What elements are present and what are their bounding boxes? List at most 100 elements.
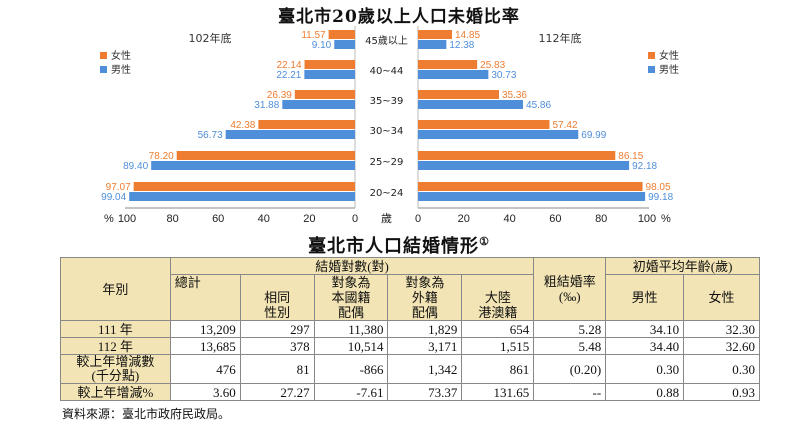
category-label: 30~34 — [370, 126, 404, 137]
data-label: 56.73 — [198, 130, 223, 141]
legend-label-male: 男性 — [111, 63, 131, 76]
legend-label-male: 男性 — [659, 63, 679, 76]
left-bar-female — [328, 30, 355, 39]
data-label: 30.73 — [491, 70, 516, 81]
right-bar-male — [418, 70, 489, 79]
left-bar-female — [133, 182, 355, 191]
left-bar-female — [258, 120, 355, 129]
table-cell: 13,209 — [169, 320, 241, 338]
data-label: 11.57 — [301, 30, 326, 41]
header-mainland: 大陸 港澳籍 — [461, 274, 535, 321]
header-foreign-line3: 配偶 — [411, 305, 438, 320]
data-label: 98.05 — [646, 182, 671, 193]
data-label: 99.04 — [101, 192, 126, 203]
table-cell: -- — [533, 383, 607, 401]
legend-swatch-female — [100, 52, 107, 59]
data-label: 45.86 — [526, 100, 551, 111]
row-label: 111 年 — [60, 320, 171, 338]
header-same-sex-line1: 相同 — [264, 290, 291, 305]
header-crude-rate: 粗結婚率 (‰) — [533, 257, 607, 321]
table-row: 較上年增減數 (千分點) 476 81 -866 1,342 861 (0.20… — [60, 354, 760, 384]
table-row: 較上年增減% 3.60 27.27 -7.61 73.37 131.65 -- … — [60, 383, 760, 401]
table-cell: 32.30 — [683, 320, 760, 338]
header-year: 年別 — [60, 257, 171, 321]
x-tick-label: 40 — [503, 213, 515, 225]
left-bar-female — [294, 90, 355, 99]
row-label: 較上年增減數 (千分點) — [60, 354, 171, 384]
x-tick-label: 40 — [258, 213, 270, 225]
table-cell: 32.60 — [683, 337, 760, 355]
legend-swatch-female — [648, 52, 655, 59]
category-label: 45歲以上 — [365, 34, 408, 47]
table-cell: 861 — [461, 354, 535, 384]
left-panel-title: 102年底 — [189, 31, 232, 45]
pyramid-chart: 100 80 60 40 20 0 20 40 60 80 100 0% % 歲 45歲以上 40~44 35~… — [100, 26, 679, 225]
left-bar-male — [129, 192, 355, 201]
header-domestic-line1: 對象為 — [331, 275, 371, 290]
table-title-note: ① — [479, 235, 490, 248]
right-bar-female — [418, 151, 616, 160]
table-cell: 297 — [239, 320, 315, 338]
left-bar-male — [151, 161, 355, 170]
x-tick-label: 0 — [352, 213, 358, 225]
header-mainland-line2: 港澳籍 — [478, 305, 518, 320]
table-cell: -7.61 — [313, 383, 389, 401]
data-label: 22.21 — [276, 70, 301, 81]
right-bar-female — [418, 90, 499, 99]
x-tick-label: 100 — [638, 213, 656, 225]
x-tick-label: 80 — [166, 213, 178, 225]
data-label: 92.18 — [632, 161, 657, 172]
table-cell: 34.10 — [605, 320, 685, 338]
x-tick-label: 60 — [549, 213, 561, 225]
table-title-text: 臺北市人口結婚情形 — [308, 236, 480, 257]
row-label: 較上年增減% — [60, 383, 171, 401]
age-axis-label: 歲 — [381, 211, 392, 225]
header-domestic-line3: 配偶 — [338, 305, 365, 320]
table-cell: 3.60 — [169, 383, 241, 401]
data-label: 31.88 — [254, 100, 279, 111]
chart-title: 臺北市20歲以上人口未婚比率 — [278, 7, 520, 27]
table-cell: 0.30 — [683, 354, 760, 384]
data-label: 25.83 — [480, 60, 505, 71]
header-total: 總計 — [169, 274, 241, 321]
table-cell: 0.93 — [683, 383, 760, 401]
table-cell: 0.88 — [605, 383, 685, 401]
right-bar-female — [418, 60, 478, 69]
left-bar-female — [304, 60, 355, 69]
data-label: 78.20 — [149, 151, 174, 162]
table-title: 臺北市人口結婚情形① — [0, 232, 798, 258]
x-tick-label: 20 — [458, 213, 470, 225]
data-label: 69.99 — [581, 130, 606, 141]
table-cell: 5.28 — [533, 320, 607, 338]
data-label: 14.85 — [455, 30, 480, 41]
table-cell: 131.65 — [461, 383, 535, 401]
table-cell: 73.37 — [387, 383, 463, 401]
table-cell: 3,171 — [387, 337, 463, 355]
x-tick-label: 0 — [415, 213, 421, 225]
header-female: 女性 — [683, 274, 760, 321]
header-mainland-line1: 大陸 — [484, 290, 511, 305]
table-cell: 5.48 — [533, 337, 607, 355]
data-label: 86.15 — [618, 151, 643, 162]
right-bar-male — [418, 40, 447, 49]
right-bar-female — [418, 182, 643, 191]
category-label: 20~24 — [370, 188, 404, 199]
data-label: 89.40 — [123, 161, 148, 172]
right-panel-title: 112年底 — [539, 31, 582, 45]
x-unit-label: % — [104, 213, 114, 225]
table-cell: (0.20) — [533, 354, 607, 384]
table-cell: 11,380 — [313, 320, 389, 338]
header-domestic: 對象為 本國籍 配偶 — [313, 274, 389, 321]
table-cell: 654 — [461, 320, 535, 338]
table-cell: 378 — [239, 337, 315, 355]
table-cell: 27.27 — [239, 383, 315, 401]
table-row: 111 年 13,209 297 11,380 1,829 654 5.28 3… — [60, 320, 760, 338]
header-crude-rate-line1: 粗結婚率 — [543, 274, 596, 289]
left-bar-male — [225, 130, 355, 139]
data-label: 97.07 — [106, 182, 131, 193]
data-label: 26.39 — [267, 90, 292, 101]
x-tick-label: 60 — [212, 213, 224, 225]
table-cell: 1,829 — [387, 320, 463, 338]
data-label: 99.18 — [648, 192, 673, 203]
